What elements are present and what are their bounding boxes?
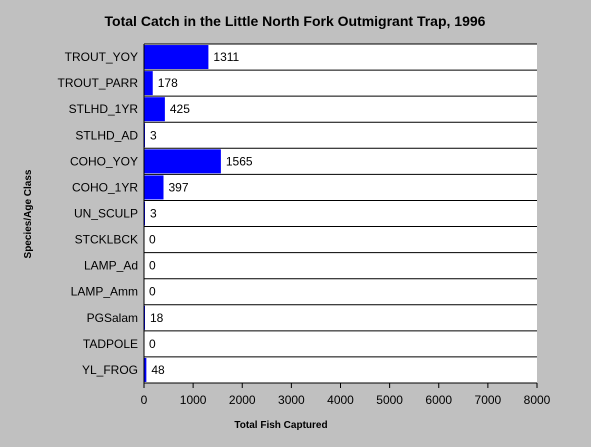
x-axis-title: Total Fish Captured xyxy=(234,420,327,431)
bar xyxy=(144,71,153,96)
data-label: 48 xyxy=(151,363,165,377)
data-label: 1311 xyxy=(213,50,239,64)
category-label: TADPOLE xyxy=(83,337,138,351)
category-label: YL_FROG xyxy=(82,363,138,377)
axes xyxy=(143,44,538,388)
category-label: TROUT_YOY xyxy=(65,50,138,64)
x-tick-label: 1000 xyxy=(180,393,207,407)
data-labels: 1311 178 425 3 1565 397 3 0 0 0 18 0 48 xyxy=(149,50,253,377)
category-label: LAMP_Ad xyxy=(84,259,138,273)
data-label: 0 xyxy=(149,233,156,247)
bar xyxy=(144,45,209,70)
data-label: 0 xyxy=(149,285,156,299)
data-label: 0 xyxy=(149,337,156,351)
x-tick-label: 4000 xyxy=(327,393,354,407)
bar xyxy=(144,357,147,382)
bar xyxy=(144,97,165,122)
data-label: 18 xyxy=(150,311,164,325)
x-tick-label: 6000 xyxy=(425,393,452,407)
category-label: PGSalam xyxy=(87,311,138,325)
x-tick-label: 7000 xyxy=(475,393,502,407)
category-label: TROUT_PARR xyxy=(58,76,139,90)
bar xyxy=(144,175,164,200)
bar xyxy=(144,149,221,174)
x-tick-label: 8000 xyxy=(524,393,551,407)
y-axis-title: Species/Age Class xyxy=(23,169,34,258)
x-tick-label: 3000 xyxy=(278,393,305,407)
category-label: LAMP_Amm xyxy=(71,285,138,299)
data-label: 425 xyxy=(170,102,190,116)
data-label: 0 xyxy=(149,259,156,273)
category-label: UN_SCULP xyxy=(74,207,138,221)
plot-area xyxy=(144,44,537,383)
data-label: 3 xyxy=(150,207,157,221)
chart-title: Total Catch in the Little North Fork Out… xyxy=(105,13,486,29)
data-label: 397 xyxy=(169,180,189,194)
category-label: STCKLBCK xyxy=(75,233,138,247)
data-label: 178 xyxy=(158,76,178,90)
x-tick-label: 0 xyxy=(141,393,148,407)
x-tick-label: 2000 xyxy=(229,393,256,407)
x-tick-label: 5000 xyxy=(376,393,403,407)
data-label: 1565 xyxy=(226,154,253,168)
data-label: 3 xyxy=(150,128,157,142)
category-label: COHO_1YR xyxy=(72,180,138,194)
category-label: COHO_YOY xyxy=(70,154,138,168)
x-tick-labels: 0 1000 2000 3000 4000 5000 6000 7000 8000 xyxy=(141,393,551,407)
category-label: STLHD_AD xyxy=(75,128,138,142)
category-labels: TROUT_YOY TROUT_PARR STLHD_1YR STLHD_AD COHO… xyxy=(58,50,139,377)
category-label: STLHD_1YR xyxy=(69,102,139,116)
